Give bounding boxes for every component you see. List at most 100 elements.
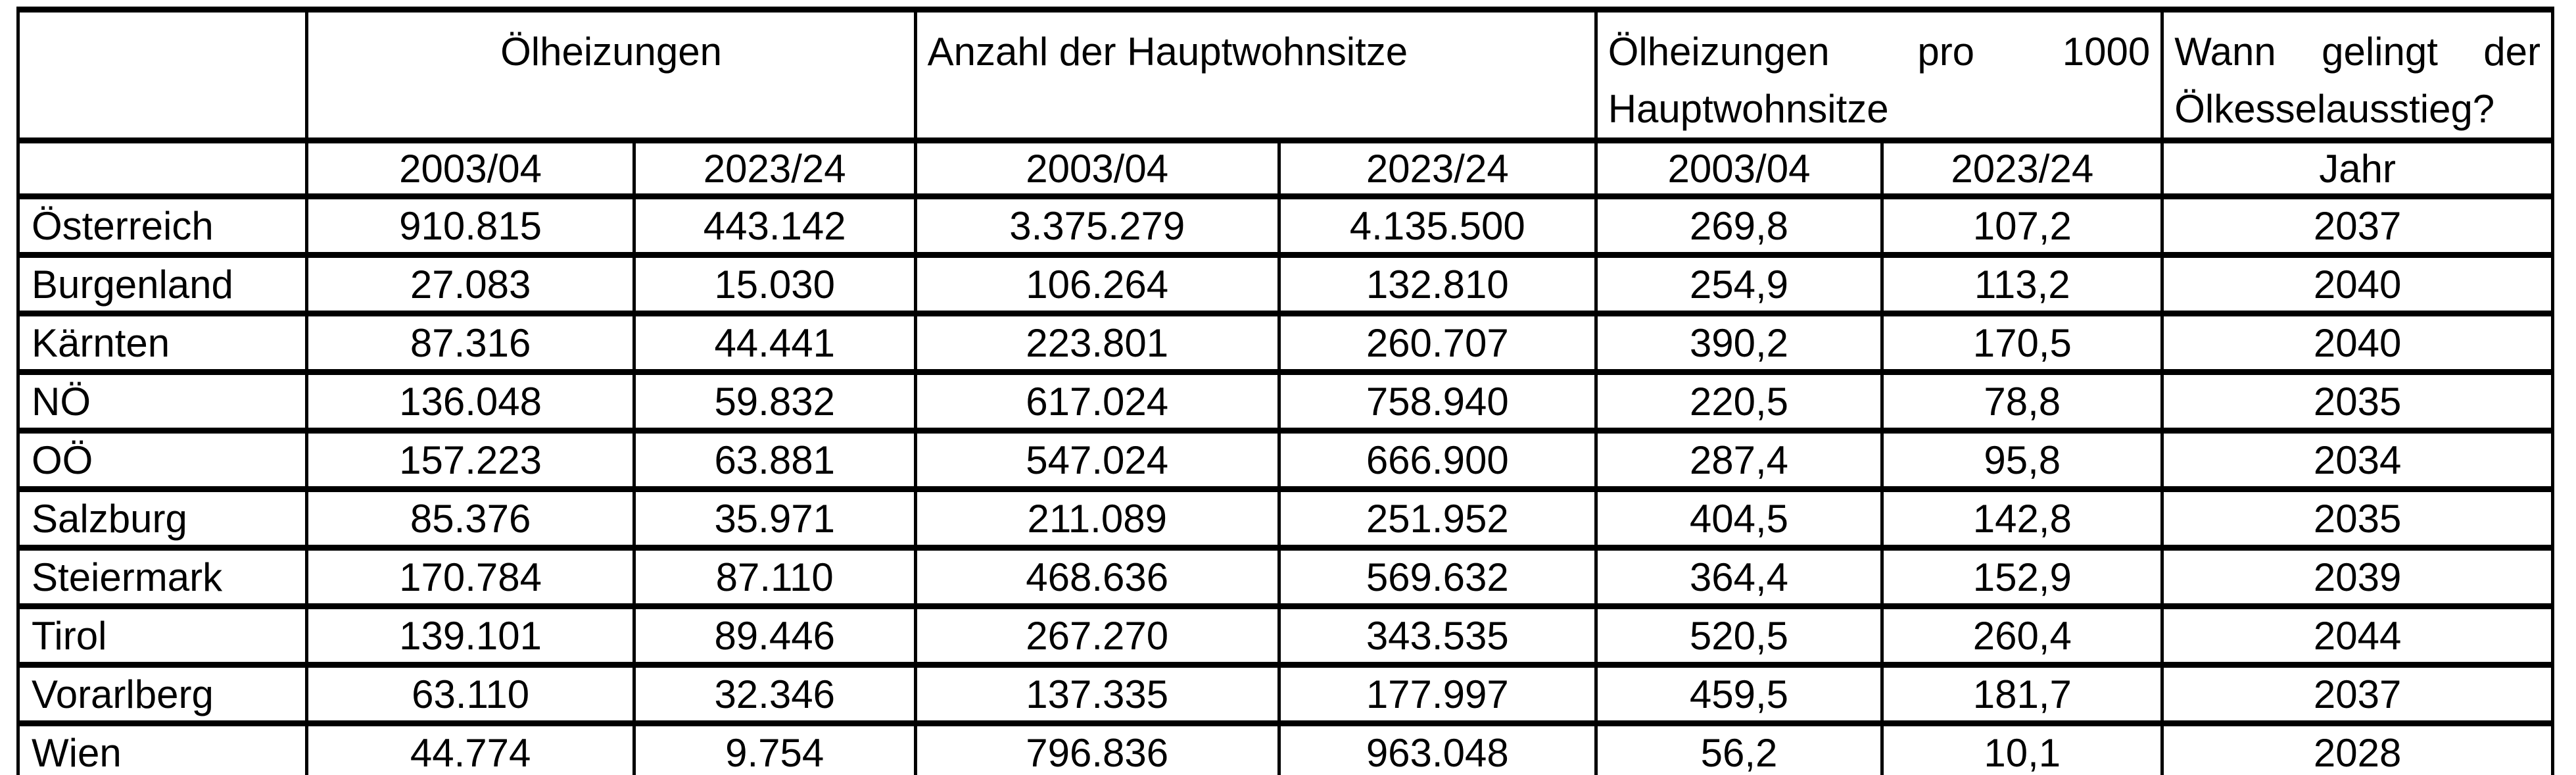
value-cell: 137.335 [913, 662, 1281, 726]
value-cell: 796.836 [913, 720, 1281, 775]
region-cell: Kärnten [16, 311, 309, 375]
region-cell: Wien [16, 720, 309, 775]
value-cell: 4.135.500 [1277, 193, 1598, 258]
value-cell: 106.264 [913, 252, 1281, 316]
value-cell: 107,2 [1880, 193, 2164, 258]
region-cell: Salzburg [16, 486, 309, 551]
value-cell: 142,8 [1880, 486, 2164, 551]
value-cell: 170,5 [1880, 311, 2164, 375]
value-cell: 211.089 [913, 486, 1281, 551]
region-cell: Steiermark [16, 545, 309, 609]
value-cell: 468.636 [913, 545, 1281, 609]
table-row: Österreich 910.815 443.142 3.375.279 4.1… [16, 193, 2554, 258]
value-cell: 2039 [2160, 545, 2554, 609]
sub-header-jahr: Jahr [2160, 138, 2554, 199]
region-cell: NÖ [16, 369, 309, 434]
corner-cell-2 [16, 138, 309, 199]
corner-cell [16, 7, 309, 143]
value-cell: 569.632 [1277, 545, 1598, 609]
value-cell: 136.048 [305, 369, 636, 434]
value-cell: 3.375.279 [913, 193, 1281, 258]
value-cell: 404,5 [1594, 486, 1884, 551]
value-cell: 44.441 [632, 311, 917, 375]
group-header-pro-1000: Ölheizungen pro 1000 Hauptwohnsitze [1594, 7, 2164, 143]
value-cell: 2035 [2160, 369, 2554, 434]
oil-heating-table: Ölheizungen Anzahl der Hauptwohnsitze Öl… [16, 7, 2554, 775]
value-cell: 758.940 [1277, 369, 1598, 434]
table-row: Burgenland 27.083 15.030 106.264 132.810… [16, 252, 2554, 316]
value-cell: 177.997 [1277, 662, 1598, 726]
value-cell: 87.316 [305, 311, 636, 375]
value-cell: 10,1 [1880, 720, 2164, 775]
value-cell: 2028 [2160, 720, 2554, 775]
value-cell: 44.774 [305, 720, 636, 775]
value-cell: 63.110 [305, 662, 636, 726]
value-cell: 139.101 [305, 603, 636, 668]
value-cell: 2034 [2160, 428, 2554, 492]
sub-header-oel-2003: 2003/04 [305, 138, 636, 199]
region-cell: Tirol [16, 603, 309, 668]
value-cell: 32.346 [632, 662, 917, 726]
value-cell: 343.535 [1277, 603, 1598, 668]
region-cell: Burgenland [16, 252, 309, 316]
table-row: Tirol 139.101 89.446 267.270 343.535 520… [16, 603, 2554, 668]
value-cell: 910.815 [305, 193, 636, 258]
value-cell: 63.881 [632, 428, 917, 492]
value-cell: 260.707 [1277, 311, 1598, 375]
value-cell: 287,4 [1594, 428, 1884, 492]
value-cell: 181,7 [1880, 662, 2164, 726]
sub-header-pro1000-2003: 2003/04 [1594, 138, 1884, 199]
value-cell: 666.900 [1277, 428, 1598, 492]
value-cell: 2044 [2160, 603, 2554, 668]
value-cell: 2040 [2160, 252, 2554, 316]
value-cell: 89.446 [632, 603, 917, 668]
table-row: Kärnten 87.316 44.441 223.801 260.707 39… [16, 311, 2554, 375]
value-cell: 963.048 [1277, 720, 1598, 775]
value-cell: 157.223 [305, 428, 636, 492]
region-cell: OÖ [16, 428, 309, 492]
value-cell: 9.754 [632, 720, 917, 775]
value-cell: 170.784 [305, 545, 636, 609]
value-cell: 459,5 [1594, 662, 1884, 726]
table-row: Wien 44.774 9.754 796.836 963.048 56,2 1… [16, 720, 2554, 775]
value-cell: 267.270 [913, 603, 1281, 668]
value-cell: 547.024 [913, 428, 1281, 492]
value-cell: 132.810 [1277, 252, 1598, 316]
table-row: OÖ 157.223 63.881 547.024 666.900 287,4 … [16, 428, 2554, 492]
value-cell: 390,2 [1594, 311, 1884, 375]
sub-header-row: 2003/04 2023/24 2003/04 2023/24 2003/04 … [16, 138, 2554, 199]
group-header-hauptwohnsitze: Anzahl der Hauptwohnsitze [913, 7, 1598, 143]
value-cell: 260,4 [1880, 603, 2164, 668]
value-cell: 2040 [2160, 311, 2554, 375]
value-cell: 220,5 [1594, 369, 1884, 434]
value-cell: 35.971 [632, 486, 917, 551]
table-row: Steiermark 170.784 87.110 468.636 569.63… [16, 545, 2554, 609]
value-cell: 443.142 [632, 193, 917, 258]
table-row: NÖ 136.048 59.832 617.024 758.940 220,5 … [16, 369, 2554, 434]
value-cell: 59.832 [632, 369, 917, 434]
value-cell: 2037 [2160, 193, 2554, 258]
table-row: Salzburg 85.376 35.971 211.089 251.952 4… [16, 486, 2554, 551]
value-cell: 95,8 [1880, 428, 2164, 492]
value-cell: 251.952 [1277, 486, 1598, 551]
region-cell: Vorarlberg [16, 662, 309, 726]
value-cell: 78,8 [1880, 369, 2164, 434]
sub-header-hws-2023: 2023/24 [1277, 138, 1598, 199]
value-cell: 27.083 [305, 252, 636, 316]
sub-header-pro1000-2023: 2023/24 [1880, 138, 2164, 199]
sub-header-oel-2023: 2023/24 [632, 138, 917, 199]
value-cell: 520,5 [1594, 603, 1884, 668]
value-cell: 223.801 [913, 311, 1281, 375]
sub-header-hws-2003: 2003/04 [913, 138, 1281, 199]
value-cell: 56,2 [1594, 720, 1884, 775]
group-header-row: Ölheizungen Anzahl der Hauptwohnsitze Öl… [16, 7, 2554, 143]
value-cell: 85.376 [305, 486, 636, 551]
region-cell: Österreich [16, 193, 309, 258]
value-cell: 269,8 [1594, 193, 1884, 258]
value-cell: 15.030 [632, 252, 917, 316]
value-cell: 87.110 [632, 545, 917, 609]
value-cell: 152,9 [1880, 545, 2164, 609]
table-row: Vorarlberg 63.110 32.346 137.335 177.997… [16, 662, 2554, 726]
value-cell: 2037 [2160, 662, 2554, 726]
value-cell: 364,4 [1594, 545, 1884, 609]
